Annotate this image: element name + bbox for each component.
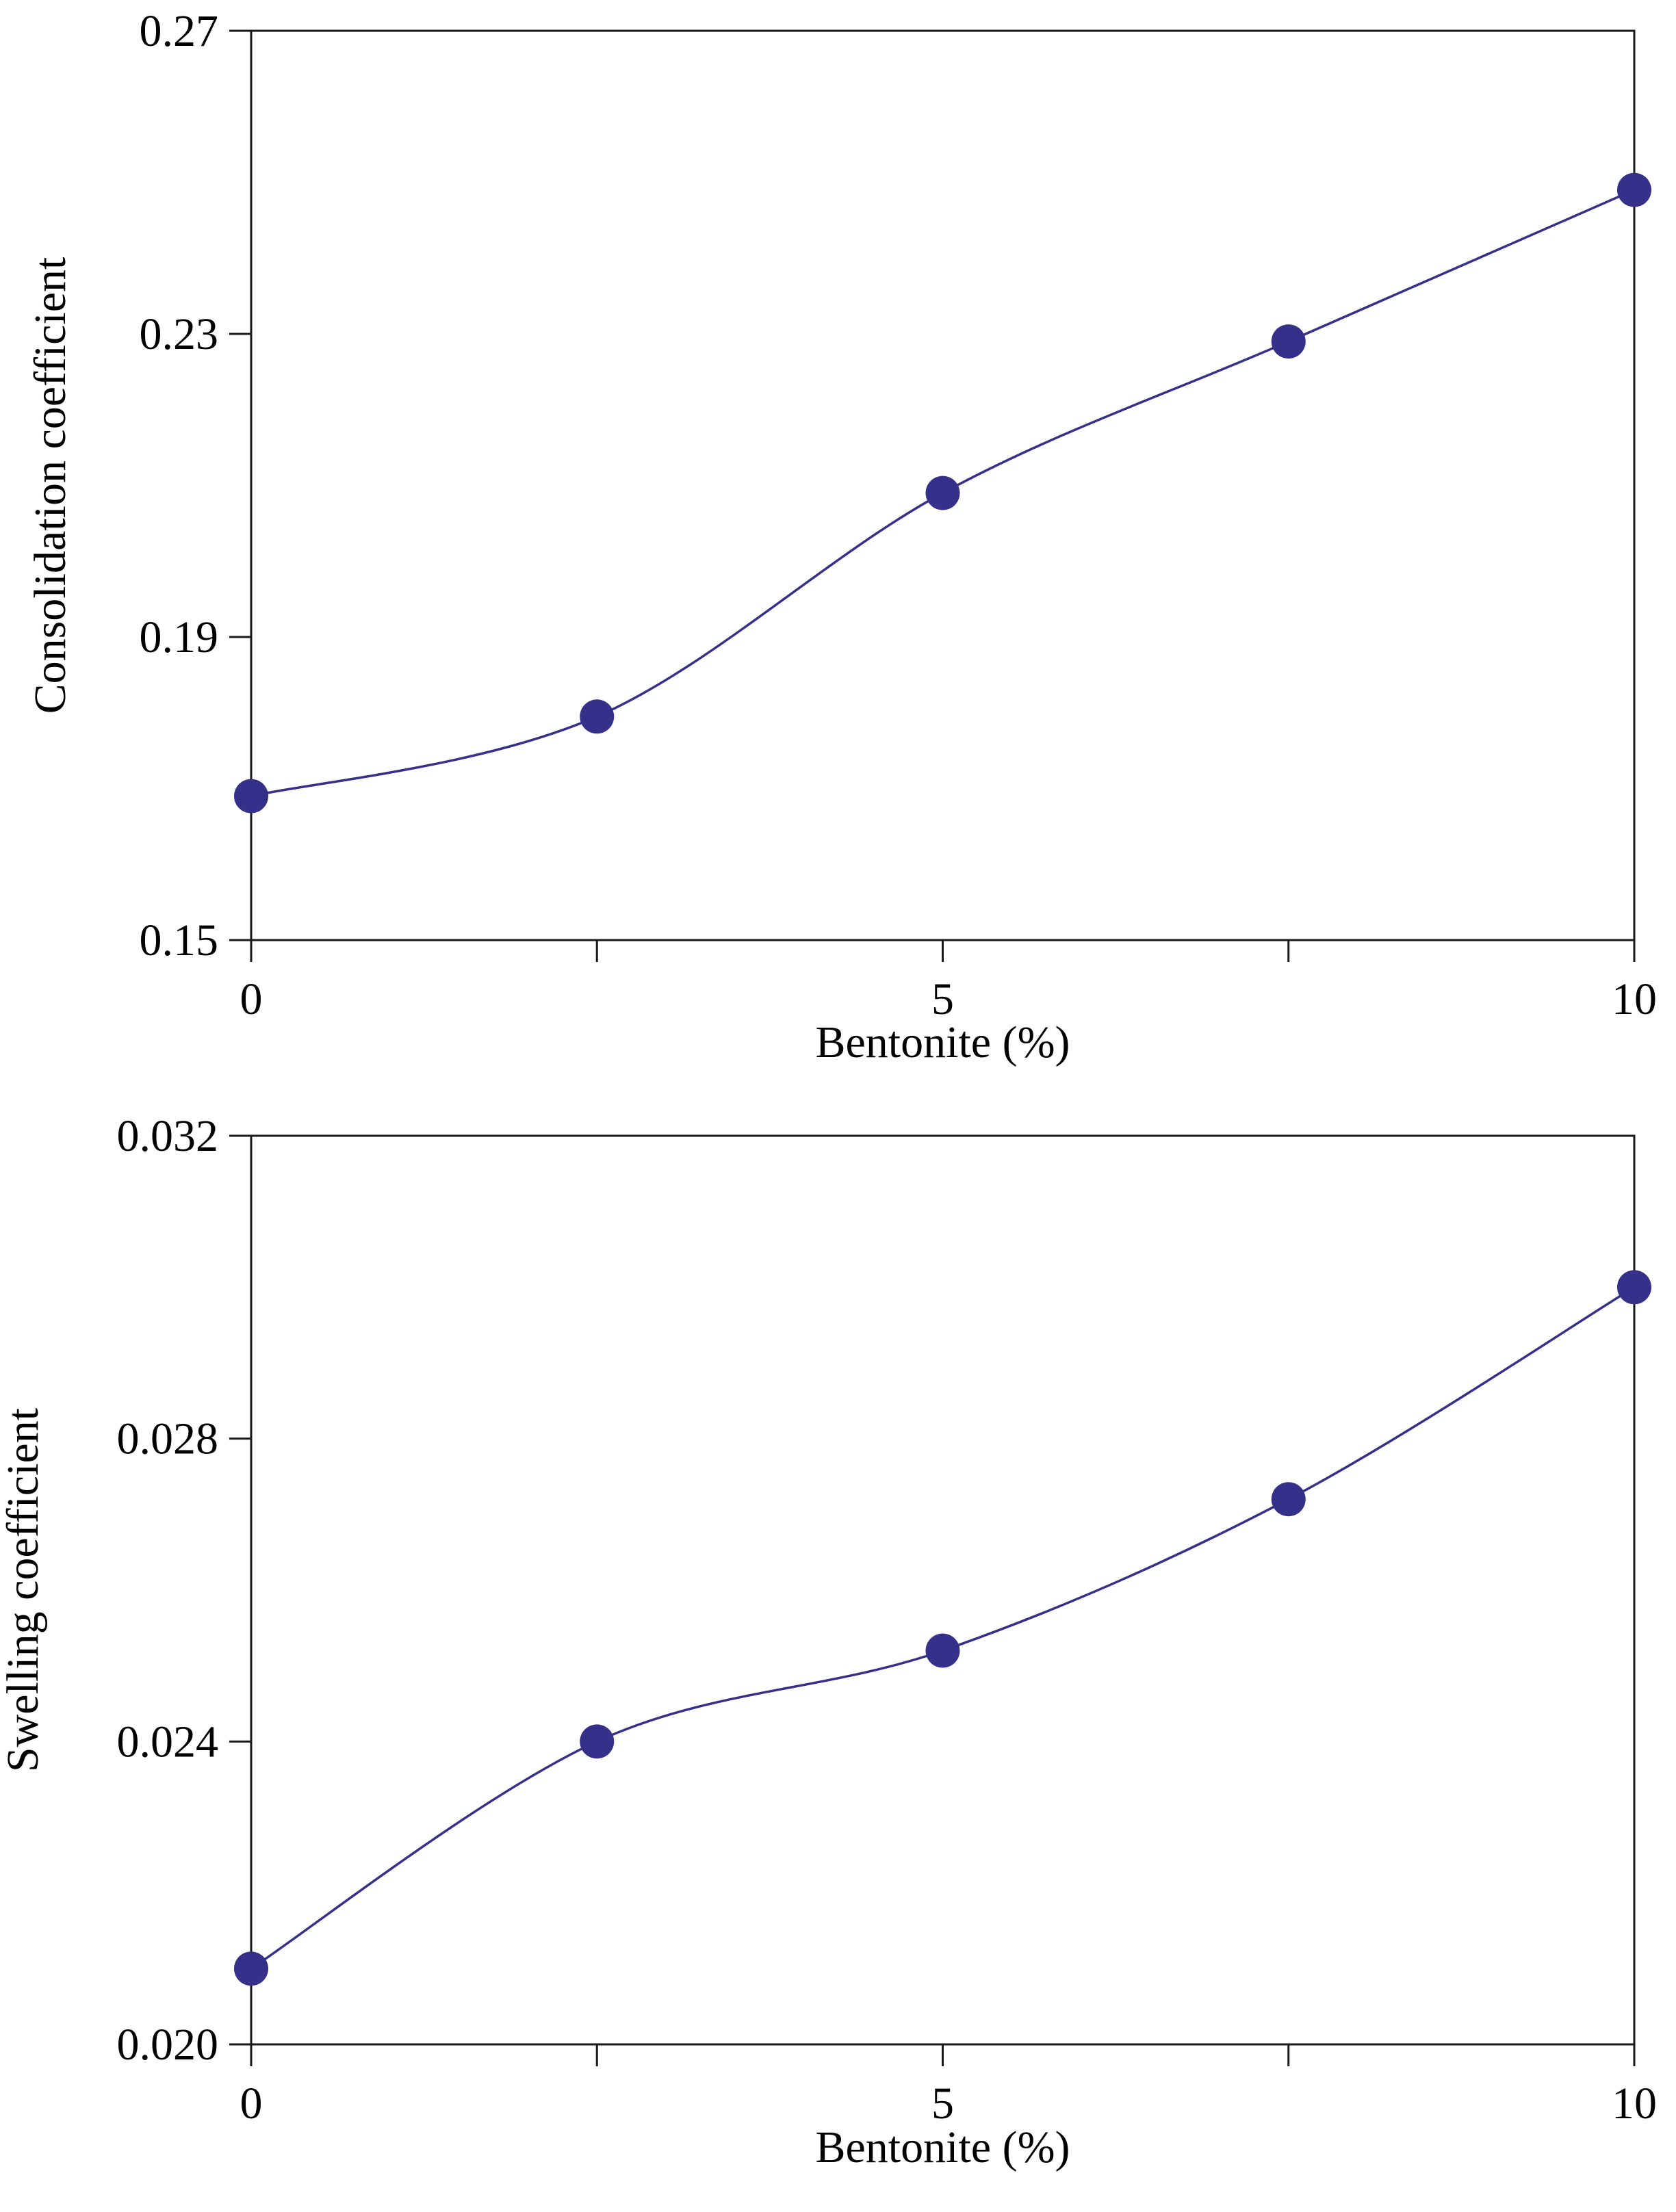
swelling-chart: 0.020 0.024 0.028 0.032 0 5 10 Bentonite (%) Swe… xyxy=(0,1111,1657,2172)
swelling-x-tick-label: 10 xyxy=(1612,2079,1657,2129)
swelling-data-point xyxy=(1271,1482,1306,1517)
consolidation-x-axis-title: Bentonite (%) xyxy=(815,1017,1070,1067)
consolidation-data-point xyxy=(925,476,960,510)
swelling-plot-frame xyxy=(250,1134,1636,2046)
swelling-data-point xyxy=(1617,1270,1651,1305)
consolidation-y-tick-label: 0.19 xyxy=(140,612,219,662)
swelling-series-line xyxy=(250,1286,1635,1970)
consolidation-y-axis-title: Consolidation coefficient xyxy=(25,257,75,714)
swelling-x-tick-label: 0 xyxy=(240,2079,263,2129)
consolidation-chart: 0.15 0.19 0.23 0.27 0 5 10 Bentonite (%) Consoli… xyxy=(25,6,1657,1067)
consolidation-y-tick-label: 0.15 xyxy=(140,915,219,965)
swelling-y-tick-label: 0.020 xyxy=(117,2020,219,2070)
swelling-y-tick-label: 0.024 xyxy=(117,1717,219,1767)
swelling-data-point xyxy=(580,1724,615,1759)
consolidation-x-tick-label: 0 xyxy=(240,974,263,1024)
swelling-y-tick-label: 0.028 xyxy=(117,1414,219,1464)
swelling-data-point xyxy=(234,1951,268,1986)
consolidation-data-point xyxy=(1617,172,1651,207)
swelling-data-point xyxy=(925,1633,960,1668)
consolidation-data-point xyxy=(234,779,268,814)
swelling-y-axis-title: Swelling coefficient xyxy=(0,1408,48,1772)
consolidation-data-point xyxy=(1271,324,1306,359)
consolidation-data-point xyxy=(580,699,615,734)
consolidation-y-tick-label: 0.27 xyxy=(140,6,219,56)
swelling-y-tick-label: 0.032 xyxy=(117,1111,219,1161)
consolidation-y-tick-label: 0.23 xyxy=(140,309,219,359)
swelling-x-tick-label: 5 xyxy=(931,2079,954,2129)
consolidation-x-tick-label: 5 xyxy=(931,974,954,1024)
consolidation-x-tick-label: 10 xyxy=(1612,974,1657,1024)
swelling-x-axis-title: Bentonite (%) xyxy=(815,2122,1070,2172)
